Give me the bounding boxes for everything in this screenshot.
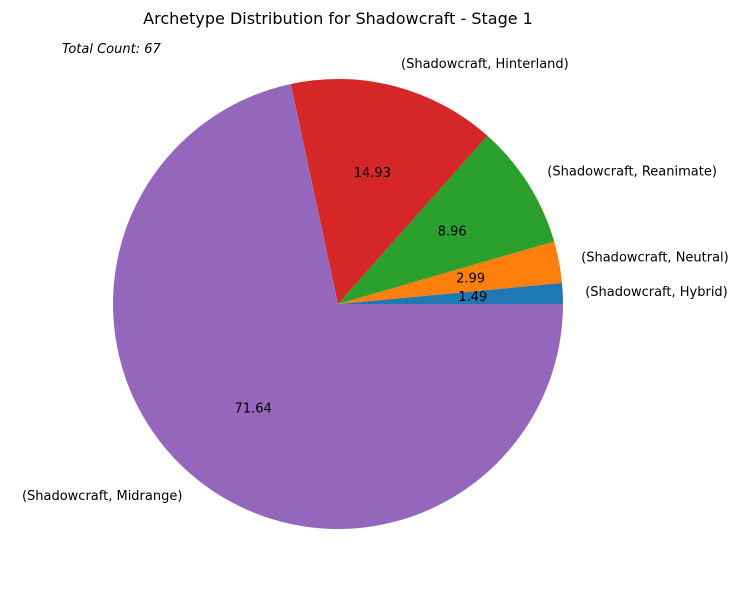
- total-count-annotation: Total Count: 67: [62, 42, 161, 57]
- category-label: (Shadowcraft, Neutral): [581, 250, 729, 265]
- category-label: (Shadowcraft, Hinterland): [401, 57, 569, 72]
- category-label: (Shadowcraft, Midrange): [22, 489, 183, 504]
- category-label: (Shadowcraft, Hybrid): [585, 285, 728, 300]
- pie-slice-shadowcraft-reanimate: [338, 135, 555, 304]
- value-label: 8.96: [438, 224, 467, 239]
- value-label: 2.99: [456, 271, 485, 286]
- chart-title: Archetype Distribution for Shadowcraft -…: [143, 9, 533, 28]
- pie-slice-shadowcraft-hybrid: [338, 282, 563, 304]
- pie-labels: (Shadowcraft, Hybrid) 1.49 (Shadowcraft, N…: [22, 57, 729, 504]
- value-label: 71.64: [235, 402, 272, 417]
- value-label: 14.93: [354, 166, 391, 181]
- category-label: (Shadowcraft, Reanimate): [547, 164, 717, 179]
- pie-slices: [113, 78, 563, 529]
- value-label: 1.49: [458, 290, 487, 305]
- pie-slice-shadowcraft-neutral: [338, 241, 563, 304]
- pie-slice-shadowcraft-midrange: [113, 84, 563, 529]
- pie-slice-shadowcraft-hinterland: [290, 78, 488, 304]
